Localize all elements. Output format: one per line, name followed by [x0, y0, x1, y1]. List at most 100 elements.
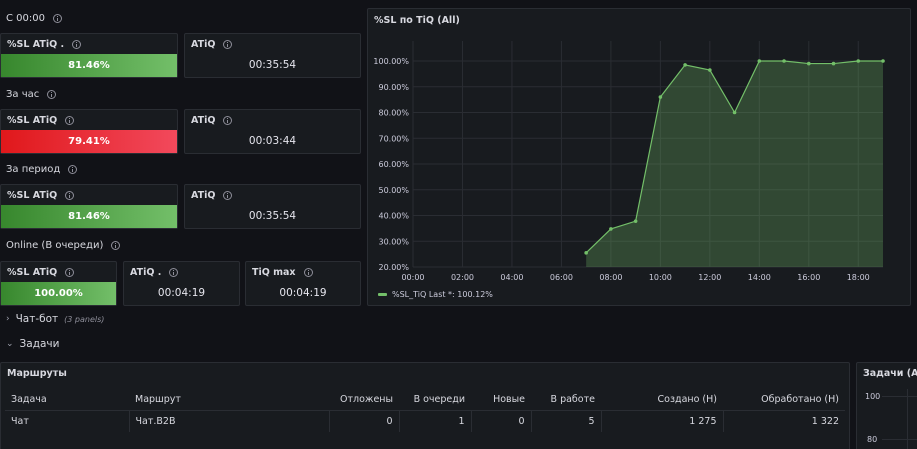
- table-cell: 1 322: [811, 415, 839, 427]
- info-icon[interactable]: [303, 268, 313, 277]
- stat-value: 00:04:19: [279, 287, 327, 299]
- x-tick-label: 18:00: [847, 273, 870, 282]
- y-tick-label: 50.00%: [378, 186, 409, 195]
- x-tick-label: 02:00: [451, 273, 474, 282]
- data-point: [806, 61, 811, 66]
- panel-sl-atiq-2: %SL ATiQ 79.41%: [0, 109, 178, 154]
- panel-atiq-3: ATiQ 00:35:54: [184, 184, 361, 229]
- x-tick-label: 16:00: [797, 273, 820, 282]
- stat-value: 00:35:54: [248, 210, 297, 222]
- stat-value: 100.00%: [1, 282, 116, 305]
- table-row[interactable]: Чат Чат.B2B 0 1 0 5 1 275 1 322: [5, 410, 845, 432]
- table-cell: 0: [471, 410, 532, 432]
- table-header-row: Задача Маршрут Отложены В очереди Новые …: [5, 389, 845, 411]
- data-point: [658, 95, 663, 99]
- y-tick-label: 90.00%: [378, 83, 409, 92]
- stat-value: 00:04:19: [157, 287, 206, 299]
- stat-value: 81.46%: [1, 54, 177, 77]
- data-point: [856, 59, 861, 63]
- stat-value: 79.41%: [1, 130, 177, 153]
- legend-swatch: [378, 293, 387, 296]
- stat-value: 81.46%: [1, 205, 177, 228]
- y-tick-label: 100: [865, 392, 881, 401]
- data-point: [584, 251, 588, 255]
- column-header[interactable]: Отложены: [329, 389, 399, 411]
- info-icon[interactable]: [47, 90, 57, 99]
- x-tick-label: 10:00: [649, 273, 672, 282]
- data-point: [881, 59, 885, 63]
- y-tick-label: 30.00%: [378, 237, 409, 246]
- y-tick-label: 100.00%: [373, 57, 409, 66]
- panel-tiq-max: TiQ max 00:04:19: [245, 261, 361, 306]
- chevron-down-icon: ⌄: [6, 339, 14, 349]
- info-icon[interactable]: [68, 165, 78, 174]
- y-tick-label: 80: [867, 435, 878, 444]
- column-header[interactable]: Обработано (Н): [723, 389, 845, 411]
- sl-tiq-area-chart: 20.00% 30.00% 40.00% 50.00% 60.00% 70.00% 80.0…: [373, 41, 885, 299]
- panel-routes-table: Маршруты Задача Маршрут Отложены В очере…: [0, 362, 850, 449]
- y-tick-label: 70.00%: [378, 134, 409, 143]
- y-tick-label: 40.00%: [378, 212, 409, 221]
- y-tick-label: 80.00%: [378, 109, 409, 118]
- panel-atiq-1: ATiQ 00:35:54: [184, 33, 361, 78]
- row-title-per-period: За период: [6, 164, 78, 175]
- gridline: [907, 389, 908, 449]
- panel-atiq-4: ATiQ . 00:04:19: [123, 261, 240, 306]
- stat-value: 00:35:54: [248, 59, 297, 71]
- y-tick-label: 20.00%: [378, 263, 409, 272]
- info-icon[interactable]: [65, 268, 75, 277]
- x-tick-label: 04:00: [500, 273, 523, 282]
- column-header[interactable]: Маршрут: [129, 389, 329, 411]
- routes-table: Задача Маршрут Отложены В очереди Новые …: [5, 389, 845, 432]
- table-cell: Чат.B2B: [129, 410, 330, 432]
- data-point: [782, 59, 786, 63]
- info-icon[interactable]: [65, 191, 75, 200]
- panel-sl-atiq-1: %SL ATiQ . 81.46%: [0, 33, 178, 78]
- table-cell: 5: [531, 410, 602, 432]
- info-icon[interactable]: [111, 241, 121, 250]
- legend-entry: %SL_TiQ Last *: 100.12%: [392, 290, 493, 299]
- chevron-right-icon: ›: [6, 314, 10, 324]
- chart-title: %SL по TiQ (All): [374, 15, 460, 26]
- info-icon[interactable]: [169, 268, 179, 277]
- panel-sl-atiq-4: %SL ATiQ 100.00%: [0, 261, 117, 306]
- x-tick-label: 12:00: [698, 273, 721, 282]
- series-area: [586, 61, 883, 267]
- panel-sl-by-tiq-chart: %SL по TiQ (All) 20.00% 30.00% 40.00% 50.00…: [367, 8, 911, 306]
- table-cell: 1: [399, 410, 472, 432]
- info-icon[interactable]: [223, 116, 233, 125]
- table-cell: Чат: [5, 410, 130, 432]
- column-header[interactable]: В очереди: [399, 389, 471, 411]
- x-tick-label: 06:00: [550, 273, 573, 282]
- table-cell: 1 275: [601, 410, 724, 432]
- gridline: [882, 439, 917, 440]
- data-point: [609, 227, 613, 231]
- x-tick-label: 14:00: [748, 273, 771, 282]
- x-tick-label: 08:00: [599, 273, 622, 282]
- panel-sl-atiq-3: %SL ATiQ 81.46%: [0, 184, 178, 229]
- x-tick-label: 00:00: [401, 273, 424, 282]
- info-icon[interactable]: [72, 40, 82, 49]
- data-point: [708, 68, 712, 72]
- info-icon[interactable]: [223, 191, 233, 200]
- y-tick-label: 60.00%: [378, 160, 409, 169]
- row-title-online: Online (В очереди): [6, 240, 121, 251]
- row-title-since-midnight: С 00:00: [6, 13, 62, 24]
- column-header[interactable]: В работе: [531, 389, 601, 411]
- row-chatbot[interactable]: › Чат-бот (3 panels): [6, 313, 105, 325]
- column-header[interactable]: Задача: [5, 389, 129, 411]
- info-icon[interactable]: [65, 116, 75, 125]
- data-point: [683, 63, 687, 67]
- data-point: [633, 219, 638, 223]
- data-point: [831, 61, 836, 66]
- column-header[interactable]: Новые: [471, 389, 531, 411]
- panel-atiq-2: ATiQ 00:03:44: [184, 109, 361, 154]
- info-icon[interactable]: [52, 14, 62, 23]
- gridline: [882, 396, 917, 397]
- column-header[interactable]: Создано (Н): [601, 389, 723, 411]
- stat-value: 00:03:44: [248, 135, 297, 147]
- row-tasks[interactable]: ⌄ Задачи: [6, 338, 60, 350]
- info-icon[interactable]: [223, 40, 233, 49]
- table-cell: 0: [329, 410, 400, 432]
- row-title-per-hour: За час: [6, 89, 57, 100]
